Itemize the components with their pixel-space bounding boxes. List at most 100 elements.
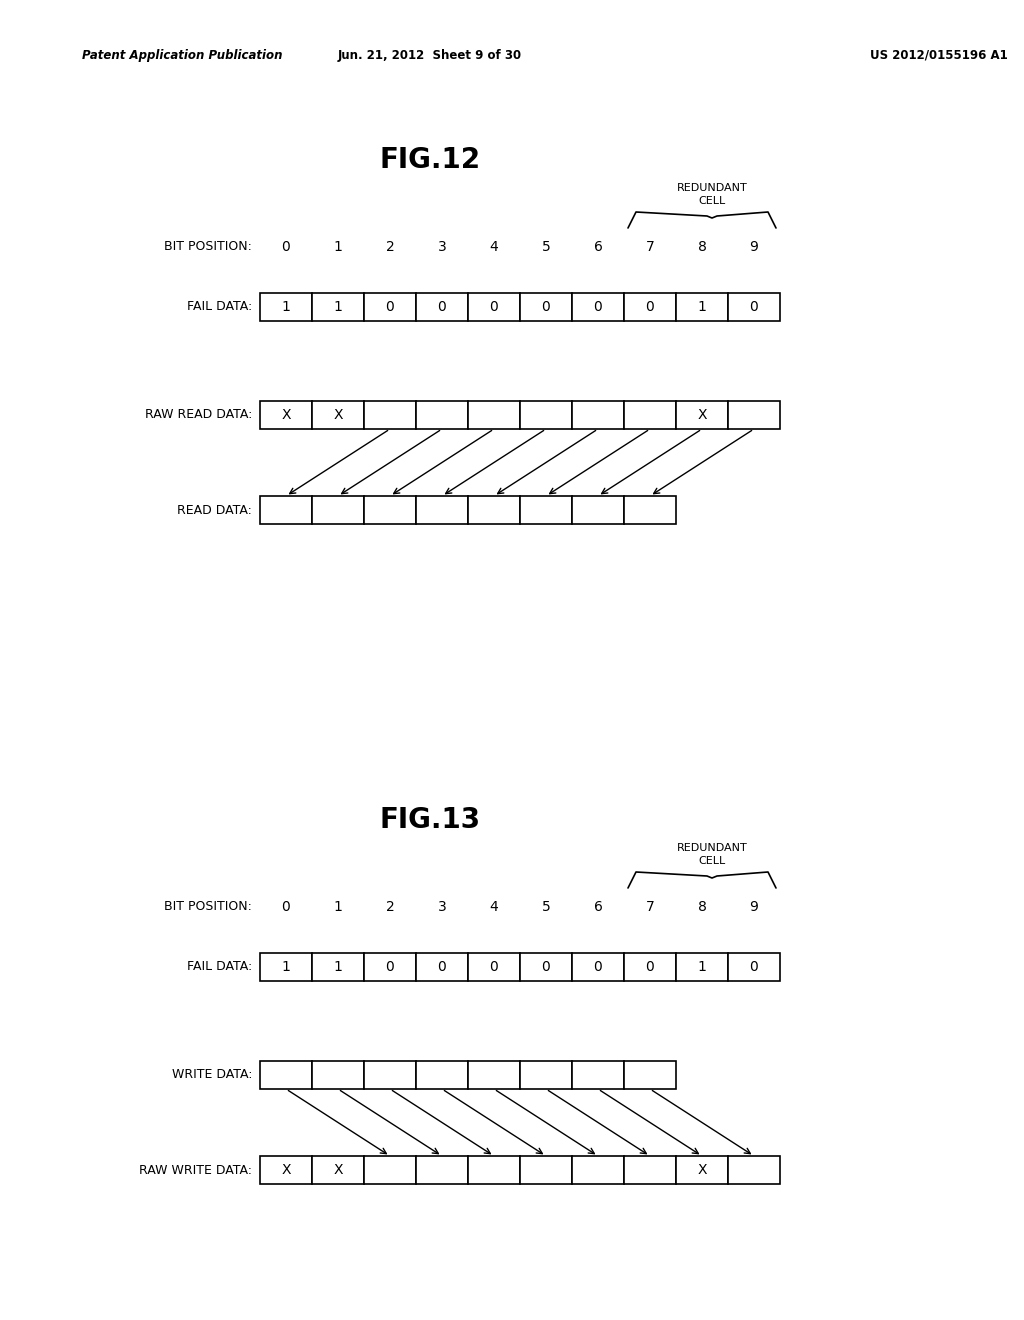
Text: 0: 0 xyxy=(542,960,550,974)
Bar xyxy=(468,293,520,321)
Text: 5: 5 xyxy=(542,900,550,913)
Text: 0: 0 xyxy=(282,240,291,253)
Bar xyxy=(572,1156,624,1184)
Text: 0: 0 xyxy=(645,300,654,314)
Text: 1: 1 xyxy=(282,300,291,314)
Text: REDUNDANT
CELL: REDUNDANT CELL xyxy=(677,843,748,866)
Text: Jun. 21, 2012  Sheet 9 of 30: Jun. 21, 2012 Sheet 9 of 30 xyxy=(338,49,522,62)
Text: RAW WRITE DATA:: RAW WRITE DATA: xyxy=(139,1163,252,1176)
Bar xyxy=(728,1156,780,1184)
Text: RAW READ DATA:: RAW READ DATA: xyxy=(144,408,252,421)
Bar xyxy=(260,1061,312,1089)
Text: 3: 3 xyxy=(437,240,446,253)
Text: FIG.12: FIG.12 xyxy=(380,147,480,174)
Bar xyxy=(520,293,572,321)
Bar xyxy=(676,953,728,981)
Bar xyxy=(572,496,624,524)
Bar xyxy=(468,401,520,429)
Text: Patent Application Publication: Patent Application Publication xyxy=(82,49,283,62)
Bar xyxy=(416,401,468,429)
Bar xyxy=(676,293,728,321)
Bar xyxy=(572,401,624,429)
Text: X: X xyxy=(333,1163,343,1177)
Bar xyxy=(260,496,312,524)
Text: 0: 0 xyxy=(386,300,394,314)
Bar xyxy=(416,293,468,321)
Text: BIT POSITION:: BIT POSITION: xyxy=(164,240,252,253)
Bar xyxy=(728,401,780,429)
Bar xyxy=(364,496,416,524)
Text: 8: 8 xyxy=(697,240,707,253)
Bar xyxy=(676,401,728,429)
Bar xyxy=(728,953,780,981)
Text: 0: 0 xyxy=(542,300,550,314)
Bar xyxy=(624,293,676,321)
Text: X: X xyxy=(697,408,707,422)
Text: 1: 1 xyxy=(697,960,707,974)
Bar xyxy=(364,401,416,429)
Bar xyxy=(572,1061,624,1089)
Text: 1: 1 xyxy=(282,960,291,974)
Text: 0: 0 xyxy=(750,300,759,314)
Bar xyxy=(416,1061,468,1089)
Text: 2: 2 xyxy=(386,900,394,913)
Bar xyxy=(624,1156,676,1184)
Text: WRITE DATA:: WRITE DATA: xyxy=(171,1068,252,1081)
Bar xyxy=(676,1156,728,1184)
Text: US 2012/0155196 A1: US 2012/0155196 A1 xyxy=(870,49,1008,62)
Bar xyxy=(416,496,468,524)
Bar xyxy=(520,1156,572,1184)
Text: X: X xyxy=(282,408,291,422)
Bar xyxy=(468,953,520,981)
Bar xyxy=(520,1061,572,1089)
Bar xyxy=(364,1061,416,1089)
Text: 0: 0 xyxy=(437,960,446,974)
Bar xyxy=(468,1156,520,1184)
Text: FAIL DATA:: FAIL DATA: xyxy=(186,961,252,974)
Text: 5: 5 xyxy=(542,240,550,253)
Bar xyxy=(624,401,676,429)
Text: BIT POSITION:: BIT POSITION: xyxy=(164,900,252,913)
Bar xyxy=(520,401,572,429)
Bar xyxy=(624,1061,676,1089)
Text: FIG.13: FIG.13 xyxy=(380,807,480,834)
Text: X: X xyxy=(282,1163,291,1177)
Text: 0: 0 xyxy=(594,960,602,974)
Text: 0: 0 xyxy=(386,960,394,974)
Bar xyxy=(728,293,780,321)
Bar xyxy=(312,953,364,981)
Bar xyxy=(416,1156,468,1184)
Bar xyxy=(312,1061,364,1089)
Text: 1: 1 xyxy=(697,300,707,314)
Text: 7: 7 xyxy=(645,900,654,913)
Bar xyxy=(364,293,416,321)
Bar xyxy=(260,401,312,429)
Text: 8: 8 xyxy=(697,900,707,913)
Text: 0: 0 xyxy=(594,300,602,314)
Bar xyxy=(468,1061,520,1089)
Bar xyxy=(312,293,364,321)
Text: 4: 4 xyxy=(489,240,499,253)
Text: 0: 0 xyxy=(750,960,759,974)
Text: READ DATA:: READ DATA: xyxy=(177,503,252,516)
Bar xyxy=(572,293,624,321)
Bar xyxy=(416,953,468,981)
Bar xyxy=(364,953,416,981)
Text: REDUNDANT
CELL: REDUNDANT CELL xyxy=(677,183,748,206)
Text: 1: 1 xyxy=(334,300,342,314)
Text: X: X xyxy=(333,408,343,422)
Text: 6: 6 xyxy=(594,240,602,253)
Bar xyxy=(312,401,364,429)
Text: 0: 0 xyxy=(437,300,446,314)
Text: 1: 1 xyxy=(334,960,342,974)
Text: 4: 4 xyxy=(489,900,499,913)
Bar xyxy=(260,1156,312,1184)
Bar xyxy=(260,953,312,981)
Text: 7: 7 xyxy=(645,240,654,253)
Text: 1: 1 xyxy=(334,240,342,253)
Bar xyxy=(520,496,572,524)
Text: 0: 0 xyxy=(282,900,291,913)
Bar xyxy=(624,953,676,981)
Bar xyxy=(312,496,364,524)
Text: 0: 0 xyxy=(489,300,499,314)
